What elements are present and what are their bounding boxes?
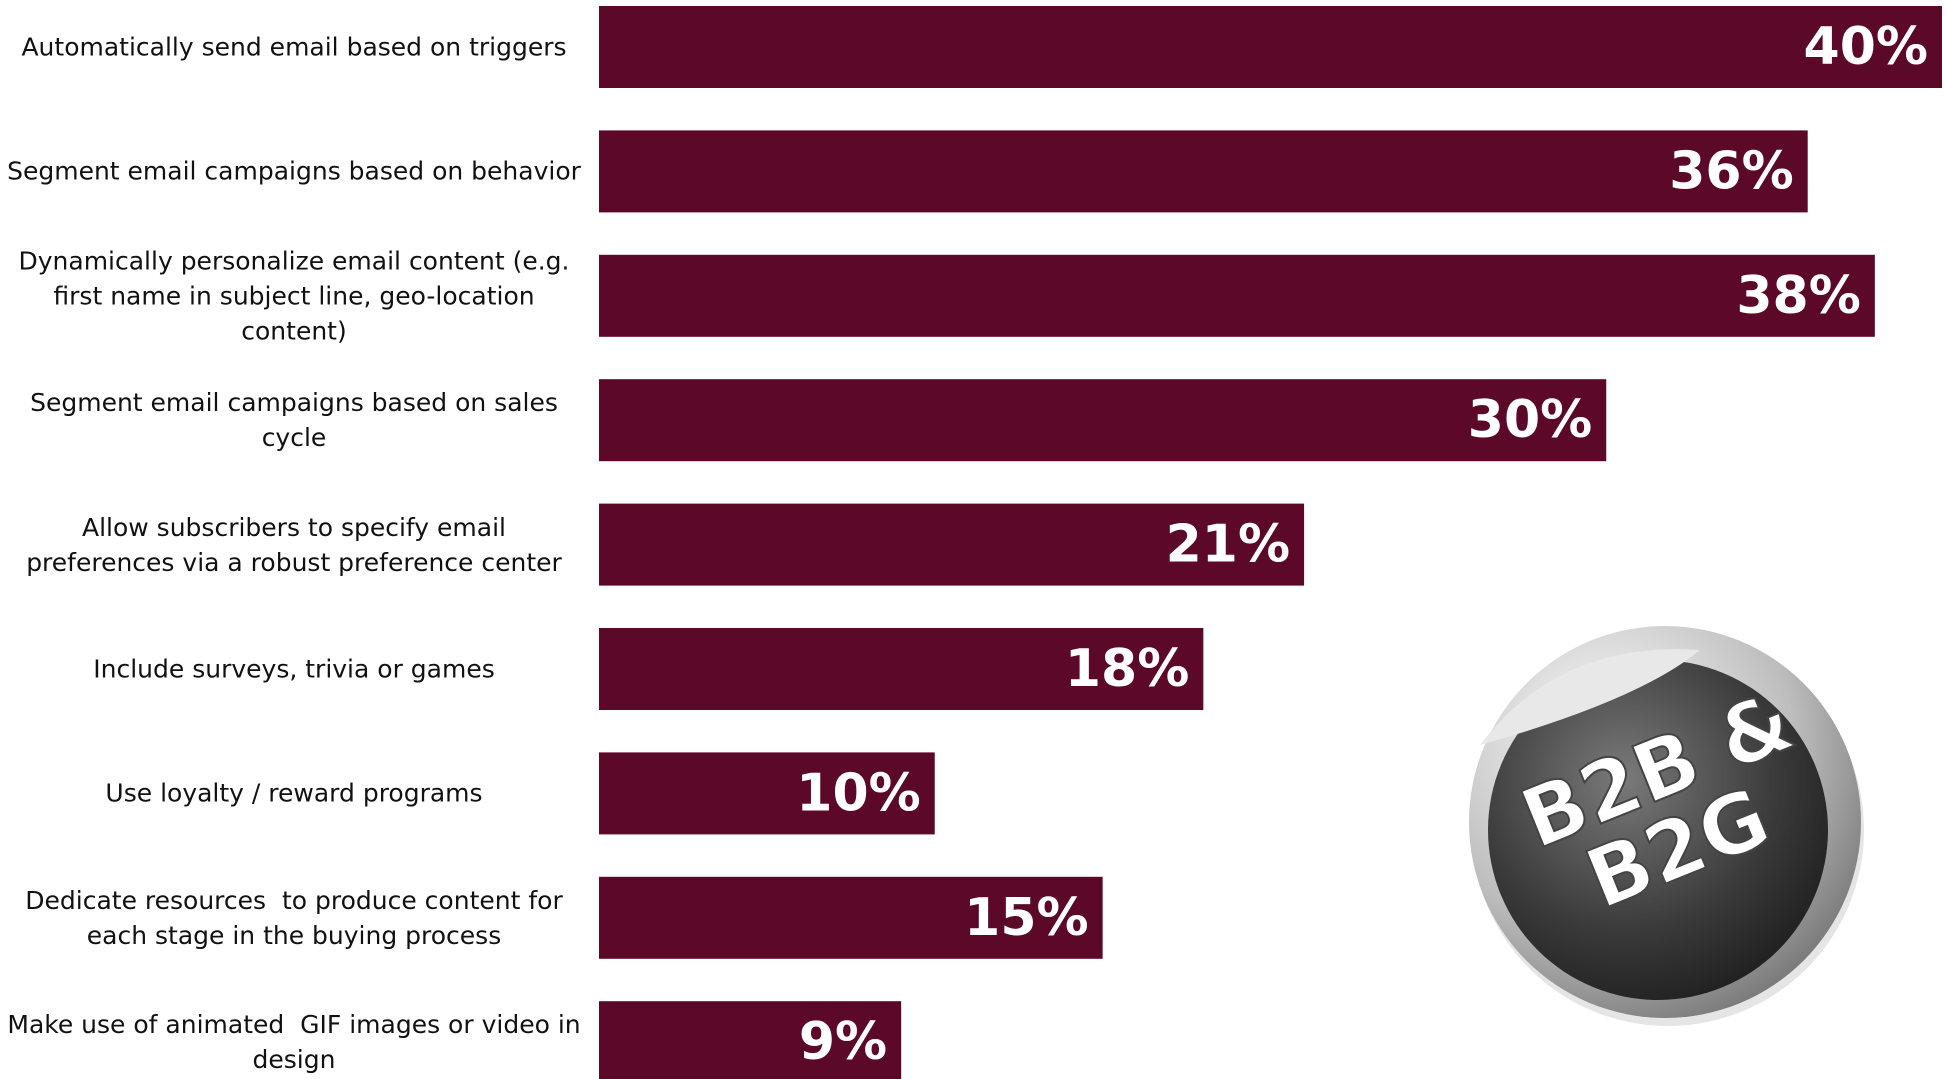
value-label: 36% [1669, 141, 1793, 201]
bar [599, 1001, 902, 1079]
category-label: Segment email campaigns based on behavio… [7, 156, 581, 186]
value-label: 15% [964, 888, 1088, 948]
bar [599, 379, 1607, 462]
value-label: 10% [796, 763, 920, 823]
bar [599, 6, 1942, 88]
category-label: Allow subscribers to specify email prefe… [26, 512, 562, 577]
category-label: Make use of animated GIF images or video… [7, 1010, 589, 1075]
value-label: 40% [1804, 17, 1928, 77]
value-label: 9% [799, 1012, 887, 1072]
bar [599, 254, 1875, 337]
badge-curl [1480, 649, 1700, 745]
value-label: 18% [1065, 639, 1189, 699]
bar [599, 130, 1808, 213]
category-label: Dedicate resources to produce content fo… [25, 885, 571, 950]
bar [599, 503, 1305, 586]
badge: B2B & B2G [1469, 626, 1864, 1026]
bar [599, 628, 1204, 710]
category-label: Use loyalty / reward programs [105, 778, 483, 808]
category-label: Automatically send email based on trigge… [21, 32, 567, 62]
bar [599, 876, 1103, 959]
bar [599, 752, 935, 835]
category-label: Segment email campaigns based on sales c… [30, 388, 566, 453]
value-label: 30% [1468, 390, 1592, 450]
category-label: Include surveys, trivia or games [93, 654, 495, 684]
value-label: 38% [1736, 266, 1860, 326]
badge-face [1488, 660, 1828, 1000]
category-label: Dynamically personalize email content (e… [18, 246, 586, 346]
value-label: 21% [1166, 515, 1290, 575]
